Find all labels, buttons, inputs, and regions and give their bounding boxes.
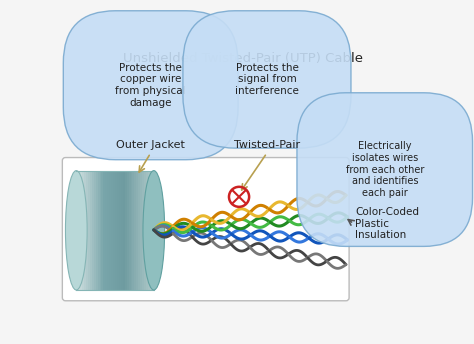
Bar (128, 171, 131, 290)
Bar (94, 171, 96, 290)
Text: Protects the
signal from
interference: Protects the signal from interference (235, 63, 299, 96)
Bar (96, 171, 98, 290)
Bar (109, 171, 111, 290)
Bar (142, 171, 145, 290)
Bar (105, 171, 108, 290)
Bar (148, 171, 150, 290)
Bar (78, 171, 81, 290)
Text: Protects the
copper wire
from physical
damage: Protects the copper wire from physical d… (115, 63, 186, 108)
Ellipse shape (143, 171, 164, 290)
Bar (92, 171, 94, 290)
Bar (82, 171, 84, 290)
Bar (140, 171, 143, 290)
Bar (115, 171, 118, 290)
Text: Electrically
isolates wires
from each other
and identifies
each pair: Electrically isolates wires from each ot… (346, 141, 424, 198)
Bar (150, 171, 152, 290)
Bar (119, 171, 121, 290)
FancyBboxPatch shape (63, 158, 349, 301)
Bar (107, 171, 109, 290)
Bar (127, 171, 129, 290)
Text: Outer Jacket: Outer Jacket (116, 140, 185, 150)
Bar (111, 171, 113, 290)
Bar (98, 171, 100, 290)
Bar (135, 171, 137, 290)
Bar (88, 171, 90, 290)
Bar (146, 171, 148, 290)
Bar (138, 171, 141, 290)
Bar (103, 171, 106, 290)
Bar (76, 171, 79, 290)
Bar (84, 171, 86, 290)
Bar (137, 171, 139, 290)
Text: Color-Coded
Plastic
Insulation: Color-Coded Plastic Insulation (356, 207, 419, 240)
Text: Twisted-Pair: Twisted-Pair (234, 140, 300, 150)
Text: Unshielded Twisted-Pair (UTP) Cable: Unshielded Twisted-Pair (UTP) Cable (123, 52, 363, 65)
Bar (101, 171, 104, 290)
Bar (86, 171, 88, 290)
Bar (152, 171, 154, 290)
Bar (123, 171, 125, 290)
Ellipse shape (65, 171, 87, 290)
Bar (117, 171, 119, 290)
Bar (144, 171, 146, 290)
Bar (113, 171, 116, 290)
Bar (90, 171, 92, 290)
Bar (100, 171, 102, 290)
Bar (133, 171, 135, 290)
Bar (130, 171, 133, 290)
Bar (121, 171, 123, 290)
Bar (125, 171, 127, 290)
Bar (80, 171, 82, 290)
